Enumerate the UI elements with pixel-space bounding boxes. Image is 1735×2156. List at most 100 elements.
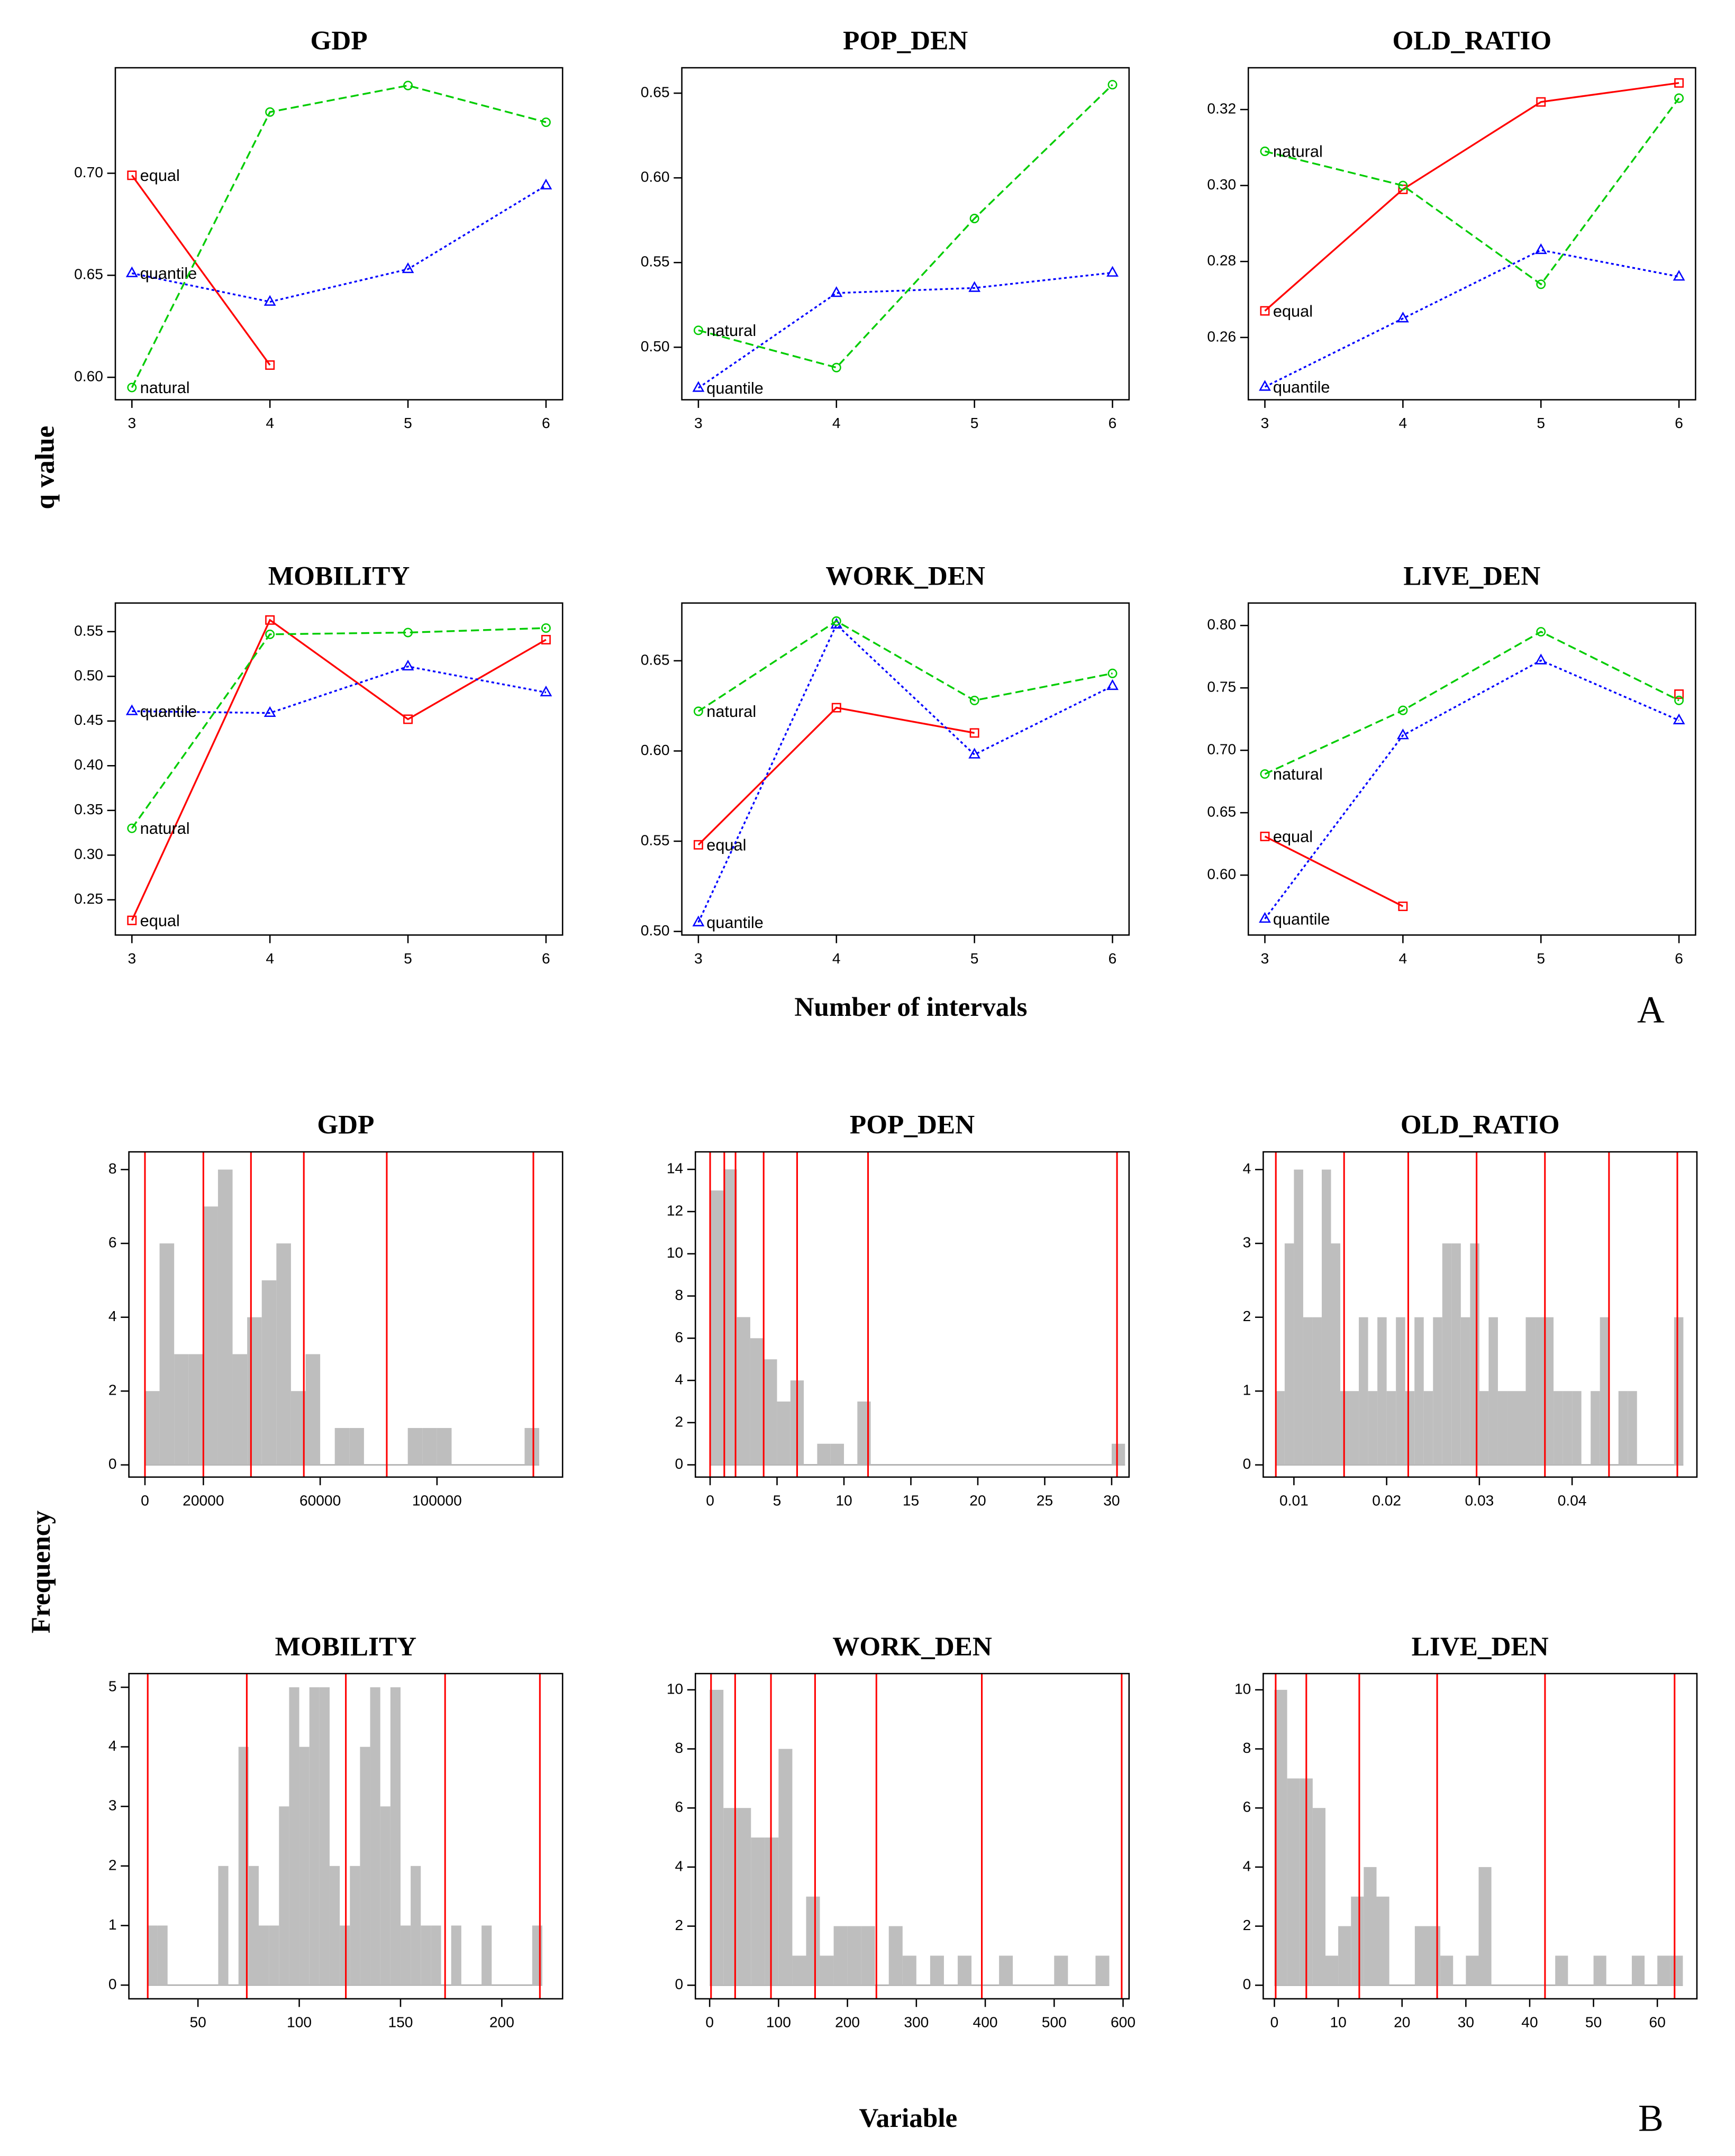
bar — [777, 1401, 791, 1465]
bar — [334, 1427, 350, 1465]
series-label: natural — [706, 702, 756, 721]
y-tick-label: 8 — [675, 1739, 683, 1756]
bar — [482, 1925, 492, 1985]
x-tick-label: 4 — [1399, 414, 1407, 431]
bar — [1670, 1955, 1683, 1986]
bar — [1657, 1955, 1670, 1986]
series-line — [697, 706, 975, 845]
plot-frame — [114, 67, 564, 401]
plot-frame — [1262, 1672, 1698, 2000]
marker — [402, 659, 414, 671]
marker — [968, 748, 981, 759]
x-tick-label: 200 — [835, 2013, 860, 2030]
bar — [1427, 1926, 1441, 1986]
y-tick-label: 0.40 — [74, 756, 103, 773]
bar — [792, 1955, 806, 1986]
marker — [125, 266, 138, 277]
bar — [1440, 1955, 1454, 1986]
bar — [902, 1955, 916, 1986]
chart-title: WORK_DEN — [832, 1632, 992, 1662]
y-tick-label: 0.60 — [1207, 865, 1236, 882]
marker — [541, 635, 551, 645]
bar — [1466, 1955, 1479, 1986]
marker — [1398, 902, 1408, 911]
y-tick-label: 0.50 — [74, 667, 103, 684]
y-tick-label: 2 — [1243, 1307, 1251, 1324]
plot-frame — [114, 602, 564, 936]
y-tick-label: 0.65 — [1207, 803, 1236, 820]
y-tick-label: 0.65 — [641, 84, 670, 101]
bar — [710, 1190, 724, 1465]
chart-title: POP_DEN — [850, 1110, 975, 1140]
bar — [340, 1925, 350, 1985]
bar — [299, 1746, 310, 1985]
marker — [1674, 78, 1684, 88]
x-tick-label: 6 — [1109, 950, 1117, 967]
bar — [1386, 1391, 1396, 1465]
marker — [1534, 243, 1547, 254]
x-tick-label: 3 — [128, 950, 136, 967]
bar — [750, 1338, 764, 1465]
y-tick-label: 6 — [675, 1798, 683, 1815]
bar — [1312, 1808, 1325, 1986]
bar — [144, 1391, 160, 1465]
x-tick-label: 6 — [542, 950, 550, 967]
x-tick-label: 15 — [903, 1491, 919, 1508]
series-line — [1264, 659, 1679, 920]
marker — [1259, 380, 1271, 391]
series-label: natural — [1273, 765, 1323, 784]
marker — [830, 286, 843, 297]
bar — [451, 1925, 461, 1985]
x-tick-label: 6 — [1675, 414, 1683, 431]
y-tick-label: 0.75 — [1207, 678, 1236, 695]
bar — [400, 1925, 411, 1985]
marker — [541, 623, 551, 633]
marker — [831, 616, 841, 626]
bar — [1488, 1317, 1498, 1465]
bar — [833, 1926, 848, 1986]
y-tick-label: 0.70 — [74, 163, 103, 180]
marker — [1398, 180, 1408, 190]
bar — [360, 1746, 370, 1985]
bar — [174, 1354, 189, 1465]
bar — [279, 1806, 289, 1985]
marker — [693, 840, 703, 850]
x-tick-label: 30 — [1103, 1491, 1120, 1508]
y-tick-label: 0.50 — [641, 338, 670, 354]
chart-title: LIVE_DEN — [1412, 1632, 1549, 1662]
x-tick-label: 300 — [904, 2013, 929, 2030]
marker — [541, 117, 551, 128]
y-tick-label: 3 — [1243, 1234, 1251, 1251]
x-axis-label: Variable — [859, 2103, 957, 2133]
bar — [1321, 1169, 1331, 1465]
marker — [264, 706, 276, 717]
y-tick-label: 4 — [1243, 1857, 1251, 1874]
y-tick-label: 0.30 — [74, 845, 103, 862]
bar — [737, 1808, 751, 1986]
series-label: quantile — [1273, 378, 1330, 396]
bar — [305, 1354, 321, 1465]
series-label: equal — [1273, 827, 1313, 846]
x-tick-label: 60000 — [299, 1491, 341, 1508]
y-tick-label: 4 — [675, 1371, 683, 1388]
y-tick-label: 0.80 — [1207, 616, 1236, 633]
y-tick-label: 1 — [108, 1916, 117, 1933]
bar — [1054, 1955, 1068, 1986]
y-tick-label: 1 — [1243, 1381, 1251, 1398]
y-tick-label: 0 — [108, 1975, 117, 1992]
series-label: quantile — [140, 264, 197, 283]
bar — [1349, 1391, 1359, 1465]
bar — [1377, 1317, 1387, 1465]
marker — [1106, 266, 1119, 277]
x-tick-label: 500 — [1042, 2013, 1067, 2030]
bar — [1470, 1243, 1479, 1465]
bar — [157, 1925, 168, 1985]
bar — [1479, 1391, 1489, 1465]
bar — [319, 1687, 330, 1985]
series-line — [697, 620, 1113, 712]
chart-title: OLD_RATIO — [1401, 1110, 1560, 1140]
x-tick-label: 25 — [1037, 1491, 1053, 1508]
marker — [831, 703, 841, 713]
x-tick-label: 200 — [489, 2013, 514, 2030]
